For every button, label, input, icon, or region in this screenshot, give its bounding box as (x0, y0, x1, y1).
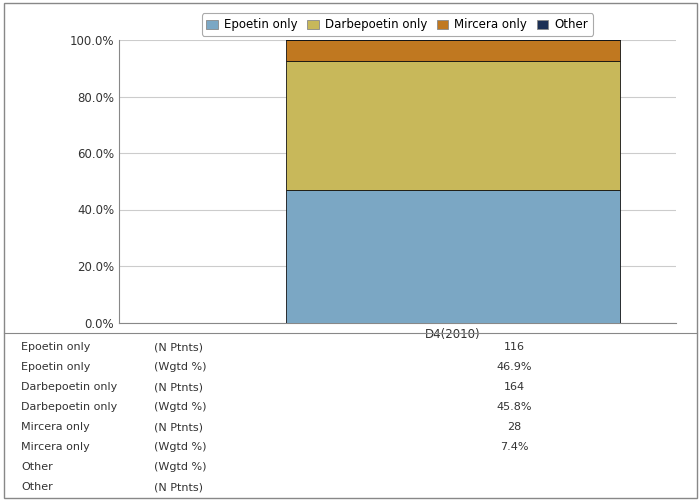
Text: Epoetin only: Epoetin only (21, 362, 90, 372)
Text: (Wgtd %): (Wgtd %) (154, 402, 206, 412)
Bar (286, 39, 620, 40)
Text: 28: 28 (508, 422, 522, 432)
Text: 45.8%: 45.8% (497, 402, 532, 412)
Bar (286, 40, 620, 60)
Text: Darbepoetin only: Darbepoetin only (21, 402, 118, 412)
Text: (N Ptnts): (N Ptnts) (154, 382, 203, 392)
Text: (N Ptnts): (N Ptnts) (154, 422, 203, 432)
Text: Other: Other (21, 482, 52, 492)
Bar (286, 190, 620, 322)
Text: 164: 164 (504, 382, 525, 392)
Text: Darbepoetin only: Darbepoetin only (21, 382, 118, 392)
Text: 46.9%: 46.9% (497, 362, 532, 372)
Text: Mircera only: Mircera only (21, 422, 90, 432)
Text: 116: 116 (504, 342, 525, 352)
Text: Epoetin only: Epoetin only (21, 342, 90, 352)
Text: (Wgtd %): (Wgtd %) (154, 462, 206, 472)
Text: Mircera only: Mircera only (21, 442, 90, 452)
Text: 7.4%: 7.4% (500, 442, 528, 452)
Text: Other: Other (21, 462, 52, 472)
Legend: Epoetin only, Darbepoetin only, Mircera only, Other: Epoetin only, Darbepoetin only, Mircera … (202, 14, 593, 36)
Text: (N Ptnts): (N Ptnts) (154, 482, 203, 492)
Bar (286, 60, 620, 190)
Text: (Wgtd %): (Wgtd %) (154, 442, 206, 452)
Text: (Wgtd %): (Wgtd %) (154, 362, 206, 372)
Text: (N Ptnts): (N Ptnts) (154, 342, 203, 352)
